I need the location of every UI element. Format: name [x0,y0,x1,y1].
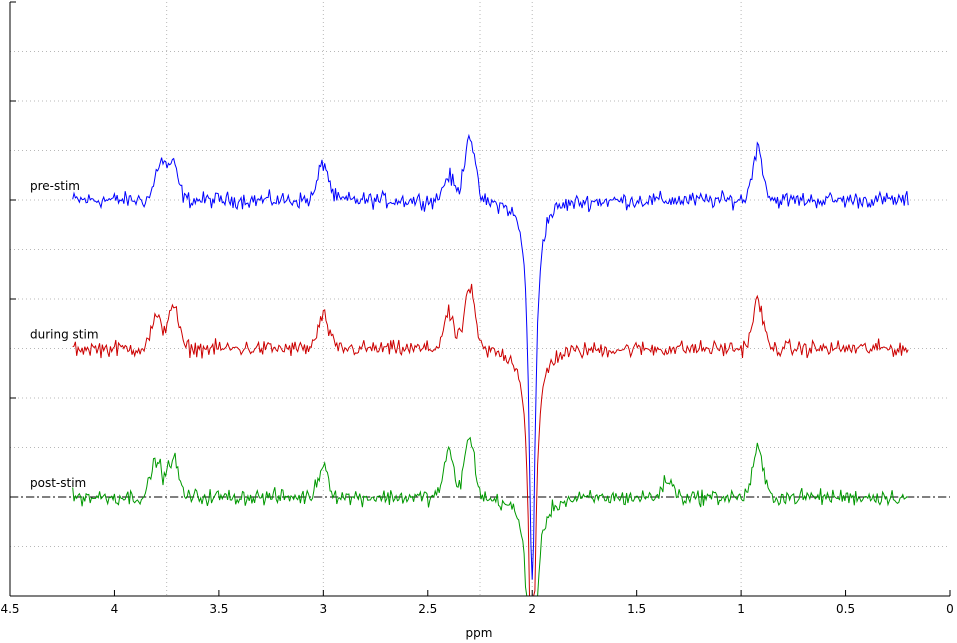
x-tick-label: 4 [111,602,119,616]
x-tick-label: 0 [946,602,954,616]
series-line [72,283,909,597]
series-line [72,436,909,597]
x-tick-label: 1.5 [627,602,646,616]
labels-layer: pre-stim during stim post-stim [30,179,99,490]
x-axis-label: ppm [466,626,493,640]
x-tick-label: 0.5 [836,602,855,616]
series-label: post-stim [30,476,86,490]
series-layer [72,133,909,597]
series-label: during stim [30,328,99,342]
x-tick-label: 4.5 [0,602,19,616]
axes-layer: 4.5 4 3.5 3 2.5 2 1.5 1 0.5 0 [0,1,954,616]
x-tick-label: 2.5 [418,602,437,616]
x-tick-label: 3 [320,602,328,616]
x-tick-label: 2 [528,602,536,616]
x-tick-label: 3.5 [209,602,228,616]
series-line [72,133,909,580]
series-label: pre-stim [30,179,80,193]
x-tick-label: 1 [737,602,745,616]
